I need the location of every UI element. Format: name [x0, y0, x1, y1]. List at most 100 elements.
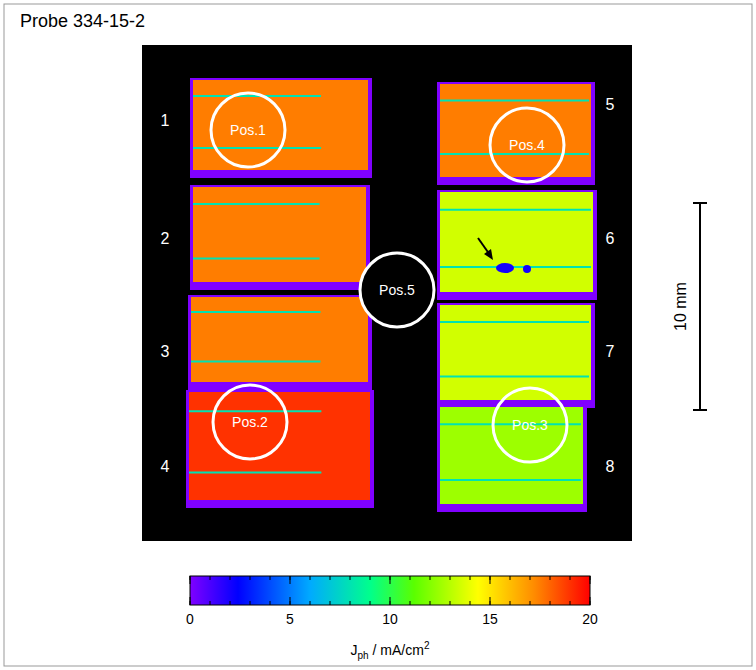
cell-label: 5: [606, 96, 615, 113]
colorbar-tick: [590, 576, 591, 584]
colorbar-tick: [490, 576, 491, 584]
colorbar-tick-label: 0: [186, 611, 194, 627]
cell: [193, 80, 368, 170]
colorbar-minor-tick: [470, 576, 471, 580]
defect: [496, 263, 514, 273]
colorbar-minor-tick: [450, 576, 451, 580]
finger-line: [440, 153, 589, 155]
colorbar-minor-tick: [570, 601, 571, 605]
colorbar-minor-tick: [250, 576, 251, 580]
label-symbol: J: [351, 642, 358, 658]
position-circle: [360, 253, 434, 327]
arrow-head: [484, 249, 493, 260]
position-circle: [490, 108, 564, 182]
colorbar-minor-tick: [330, 576, 331, 580]
finger-line: [440, 266, 591, 268]
cell: [191, 297, 368, 382]
position-label: Pos.2: [232, 414, 268, 430]
scale-bar: [699, 203, 701, 410]
cell: [440, 84, 591, 177]
cell-edge: [190, 78, 372, 178]
colorbar-tick: [290, 597, 291, 605]
finger-line: [193, 147, 321, 149]
colorbar-minor-tick: [550, 601, 551, 605]
colorbar-minor-tick: [310, 576, 311, 580]
colorbar-minor-tick: [470, 601, 471, 605]
cell: [440, 192, 593, 292]
finger-line: [189, 410, 321, 412]
colorbar-tick: [290, 576, 291, 584]
position-circle: [493, 388, 567, 462]
finger-line: [189, 472, 321, 474]
label-superscript: 2: [424, 640, 430, 651]
colorbar-minor-tick: [350, 601, 351, 605]
cell-group: [437, 82, 595, 185]
finger-line: [440, 479, 581, 481]
position-label: Pos.4: [509, 137, 545, 153]
cell-edge: [190, 185, 370, 290]
colorbar-minor-tick: [430, 601, 431, 605]
colorbar-minor-tick: [410, 601, 411, 605]
defect: [523, 265, 531, 273]
finger-line: [193, 203, 320, 205]
frame: [4, 4, 752, 666]
colorbar-minor-tick: [230, 601, 231, 605]
cell-group: [186, 390, 374, 508]
label-subscript: ph: [358, 650, 369, 661]
cell-edge: [437, 82, 595, 185]
finger-line: [440, 321, 589, 323]
colorbar-tick: [490, 597, 491, 605]
cell-label: 8: [606, 458, 615, 475]
finger-line: [440, 376, 589, 378]
colorbar-minor-tick: [210, 601, 211, 605]
colorbar-minor-tick: [370, 601, 371, 605]
colorbar-minor-tick: [330, 601, 331, 605]
figure: Probe 334-15-212345678Pos.1Pos.2Pos.3Pos…: [0, 0, 756, 670]
colorbar-minor-tick: [250, 601, 251, 605]
colorbar-minor-tick: [210, 576, 211, 580]
position-circle: [213, 385, 287, 459]
cell: [193, 187, 366, 282]
cell-group: [190, 185, 370, 290]
cell-label: 1: [161, 112, 170, 129]
cell-label: 3: [161, 343, 170, 360]
colorbar-minor-tick: [370, 576, 371, 580]
scale-bar: [693, 409, 707, 411]
cell-group: [190, 78, 372, 178]
colorbar-tick-label: 10: [382, 611, 398, 627]
colorbar-minor-tick: [450, 601, 451, 605]
colorbar-minor-tick: [430, 576, 431, 580]
colorbar-minor-tick: [550, 576, 551, 580]
cell-label: 2: [161, 230, 170, 247]
finger-line: [440, 100, 589, 102]
label-unit: / mA/cm: [369, 642, 424, 658]
colorbar-tick-label: 20: [582, 611, 598, 627]
position-label: Pos.1: [230, 122, 266, 138]
map-background: [142, 45, 632, 541]
cell-label: 6: [606, 230, 615, 247]
cell-label: 4: [161, 458, 170, 475]
finger-line: [191, 361, 320, 363]
colorbar-minor-tick: [570, 576, 571, 580]
cell-edge: [186, 390, 374, 508]
scale-label: 10 mm: [672, 282, 689, 331]
position-label: Pos.5: [379, 282, 415, 298]
colorbar: [190, 576, 590, 605]
finger-line: [440, 423, 581, 425]
colorbar-tick-label: 15: [482, 611, 498, 627]
cell-label: 7: [606, 343, 615, 360]
colorbar-tick: [390, 597, 391, 605]
colorbar-tick: [390, 576, 391, 584]
cell: [440, 305, 591, 400]
colorbar-tick: [190, 597, 191, 605]
finger-line: [191, 311, 320, 313]
colorbar-minor-tick: [350, 576, 351, 580]
colorbar-tick: [590, 597, 591, 605]
colorbar-minor-tick: [270, 601, 271, 605]
position-circle: [211, 93, 285, 167]
cell-group: [188, 295, 372, 390]
colorbar-tick-label: 5: [286, 611, 294, 627]
cell-group: [437, 190, 597, 300]
title: Probe 334-15-2: [20, 11, 145, 31]
cell-edge: [437, 190, 597, 300]
